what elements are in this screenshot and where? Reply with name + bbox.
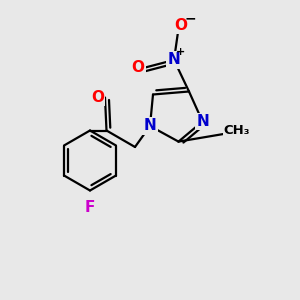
Text: O: O xyxy=(131,60,145,75)
Text: +: + xyxy=(176,46,185,57)
Text: F: F xyxy=(85,200,95,215)
Text: O: O xyxy=(91,90,104,105)
Text: CH₃: CH₃ xyxy=(224,124,250,137)
Text: N: N xyxy=(144,118,156,134)
Text: N: N xyxy=(196,114,209,129)
Text: −: − xyxy=(184,11,196,25)
Text: O: O xyxy=(174,18,188,33)
Text: N: N xyxy=(168,52,180,68)
